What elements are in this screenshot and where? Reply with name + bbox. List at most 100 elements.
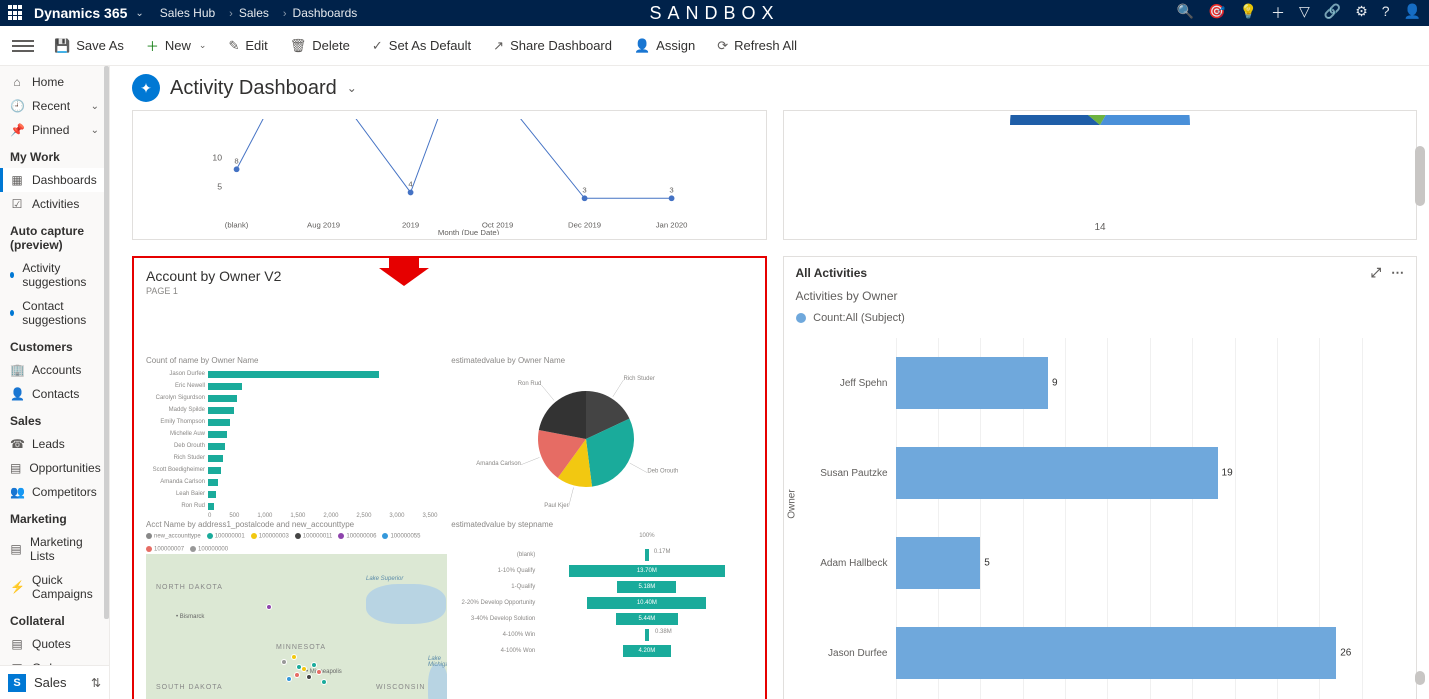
svg-text:4: 4	[408, 180, 413, 189]
activities-legend: Count:All (Subject)	[813, 312, 905, 324]
embed-funnel-title: estimatedvalue by stepname	[451, 520, 752, 529]
command-bar: 💾Save As＋New⌄✎Edit 🗑Delete✓Set As Default…	[0, 26, 1429, 66]
sidebar-home[interactable]: ⌂Home	[0, 70, 109, 94]
area-badge: S	[8, 674, 26, 692]
save-as-button[interactable]: 💾Save As	[46, 34, 132, 58]
nav-icon-0[interactable]: 🔍	[1177, 3, 1194, 23]
embed-pie-title: estimatedvalue by Owner Name	[451, 356, 752, 365]
embedded-report-card[interactable]: Account by Owner V2 PAGE 1 Count of name…	[132, 256, 767, 699]
share-button[interactable]: ↗Share Dashboard	[485, 34, 620, 58]
sidebar-item-competitors[interactable]: 👥Competitors	[0, 480, 109, 504]
sidebar-item-activity-suggestions[interactable]: Activity suggestions	[0, 256, 109, 294]
area-label: Sales	[34, 675, 67, 690]
svg-text:Deb Orouth: Deb Orouth	[648, 469, 679, 475]
sidebar-head: Customers	[0, 332, 109, 358]
sidebar-item-opportunities[interactable]: ▤Opportunities	[0, 456, 109, 480]
sidebar-pinned[interactable]: 📌Pinned⌄	[0, 118, 109, 142]
content: ✦ Activity Dashboard ⌄ 5108433(blank)Aug…	[110, 66, 1429, 699]
svg-text:Amanda Carlson: Amanda Carlson	[476, 461, 521, 467]
dashboard-icon: ✦	[132, 74, 160, 102]
refresh-button[interactable]: ⟳Refresh All	[709, 34, 805, 58]
new-button[interactable]: ＋New⌄	[138, 32, 215, 59]
nav-icon-5[interactable]: 🔗	[1324, 3, 1341, 23]
crumb-page[interactable]: ›Dashboards	[277, 6, 357, 20]
highlight-arrow-icon	[389, 256, 419, 270]
svg-text:Dec 2019: Dec 2019	[568, 220, 601, 229]
svg-text:Month (Due Date): Month (Due Date)	[438, 228, 500, 235]
more-icon[interactable]: ⋯	[1391, 265, 1404, 281]
nav-icon-2[interactable]: 💡	[1240, 3, 1257, 23]
expand-icon[interactable]: ⤢	[1371, 265, 1381, 281]
sidebar-item-contacts[interactable]: 👤Contacts	[0, 382, 109, 406]
set-default-button[interactable]: ✓Set As Default	[364, 34, 479, 58]
semi-pie-chart: 14	[970, 115, 1230, 235]
embed-funnel-chart: estimatedvalue by stepname 100%(blank)0.…	[451, 520, 752, 699]
sidebar-item-contact-suggestions[interactable]: Contact suggestions	[0, 294, 109, 332]
chevron-down-icon[interactable]: ⌄	[135, 8, 143, 19]
nav-icon-3[interactable]: ＋	[1271, 3, 1285, 23]
crumb-area[interactable]: ›Sales	[223, 6, 269, 20]
activities-title: All Activities	[796, 266, 868, 280]
sidebar-item-marketing-lists[interactable]: ▤Marketing Lists	[0, 530, 109, 568]
sandbox-label: SANDBOX	[649, 3, 779, 24]
svg-text:3: 3	[582, 185, 586, 194]
sidebar-item-quotes[interactable]: ▤Quotes	[0, 632, 109, 656]
brand[interactable]: Dynamics 365	[34, 5, 127, 21]
nav-icon-7[interactable]: ?	[1382, 3, 1390, 23]
nav-icon-4[interactable]: ▽	[1299, 3, 1310, 23]
activities-card: All Activities ⤢ ⋯ Activities by Owner C…	[783, 256, 1418, 699]
sidebar-item-activities[interactable]: ☑Activities	[0, 192, 109, 216]
page-title: Activity Dashboard	[170, 77, 337, 100]
svg-text:8: 8	[234, 156, 238, 165]
line-chart: 5108433(blank)Aug 20192019Oct 2019Dec 20…	[145, 119, 754, 235]
svg-text:Paul Kjer: Paul Kjer	[544, 503, 568, 509]
svg-text:10: 10	[212, 153, 222, 163]
sidebar-item-dashboards[interactable]: ▦Dashboards	[0, 168, 109, 192]
edit-button[interactable]: ✎Edit	[220, 34, 275, 58]
sidebar-recent[interactable]: 🕘Recent⌄	[0, 94, 109, 118]
global-nav: Dynamics 365 ⌄ Sales Hub ›Sales ›Dashboa…	[0, 0, 1429, 26]
embed-pie-chart: estimatedvalue by Owner Name Rich Studer…	[451, 356, 752, 516]
dashboard-picker-chevron[interactable]: ⌄	[347, 81, 357, 95]
svg-text:5: 5	[217, 182, 222, 192]
svg-text:Ron Rud: Ron Rud	[518, 381, 542, 387]
svg-text:(blank): (blank)	[225, 220, 249, 229]
sitemap-toggle[interactable]	[12, 34, 34, 58]
semi-pie-card: 14	[783, 110, 1418, 240]
sidebar-item-leads[interactable]: ☎Leads	[0, 432, 109, 456]
activities-bar-chart: Owner Jeff Spehn9Susan Pautzke19Adam Hal…	[796, 338, 1405, 699]
line-chart-card: 5108433(blank)Aug 20192019Oct 2019Dec 20…	[132, 110, 767, 240]
sidebar-head: Collateral	[0, 606, 109, 632]
embed-bar-chart: Count of name by Owner Name Jason Durfee…	[146, 356, 447, 516]
assign-button[interactable]: 👤Assign	[626, 34, 703, 58]
sidebar-item-accounts[interactable]: 🏢Accounts	[0, 358, 109, 382]
legend-dot-icon	[796, 313, 806, 323]
sidebar-item-quick-campaigns[interactable]: ⚡Quick Campaigns	[0, 568, 109, 606]
svg-text:14: 14	[1094, 222, 1106, 233]
delete-button[interactable]: 🗑Delete	[282, 34, 358, 58]
svg-text:Jan 2020: Jan 2020	[656, 220, 688, 229]
sidebar-head: My Work	[0, 142, 109, 168]
nav-actions: 🔍 🎯 💡 ＋ ▽ 🔗 ⚙? 👤	[1177, 3, 1421, 23]
embed-title: Account by Owner V2	[146, 268, 753, 284]
area-switcher[interactable]: S Sales ⇅	[0, 665, 109, 699]
svg-text:2019: 2019	[402, 220, 419, 229]
embed-map-title: Acct Name by address1_postalcode and new…	[146, 520, 447, 529]
embed-subtitle: PAGE 1	[146, 286, 753, 296]
content-scrollbar[interactable]	[1413, 136, 1427, 695]
nav-icon-8[interactable]: 👤	[1404, 3, 1421, 23]
activities-ylabel: Owner	[786, 489, 797, 518]
activities-subtitle: Activities by Owner	[796, 289, 1405, 303]
nav-icon-6[interactable]: ⚙	[1355, 3, 1368, 23]
sidebar-head: Auto capture (preview)	[0, 216, 109, 256]
sidebar-head: Marketing	[0, 504, 109, 530]
sidebar-head: Sales	[0, 406, 109, 432]
crumb-app[interactable]: Sales Hub	[160, 6, 215, 20]
embed-bar-title: Count of name by Owner Name	[146, 356, 447, 365]
page-title-row: ✦ Activity Dashboard ⌄	[132, 66, 1417, 106]
area-switch-icon: ⇅	[91, 676, 101, 690]
svg-text:Rich Studer: Rich Studer	[624, 376, 655, 382]
nav-icon-1[interactable]: 🎯	[1208, 3, 1225, 23]
svg-text:3: 3	[669, 185, 673, 194]
app-launcher-icon[interactable]	[8, 5, 24, 21]
